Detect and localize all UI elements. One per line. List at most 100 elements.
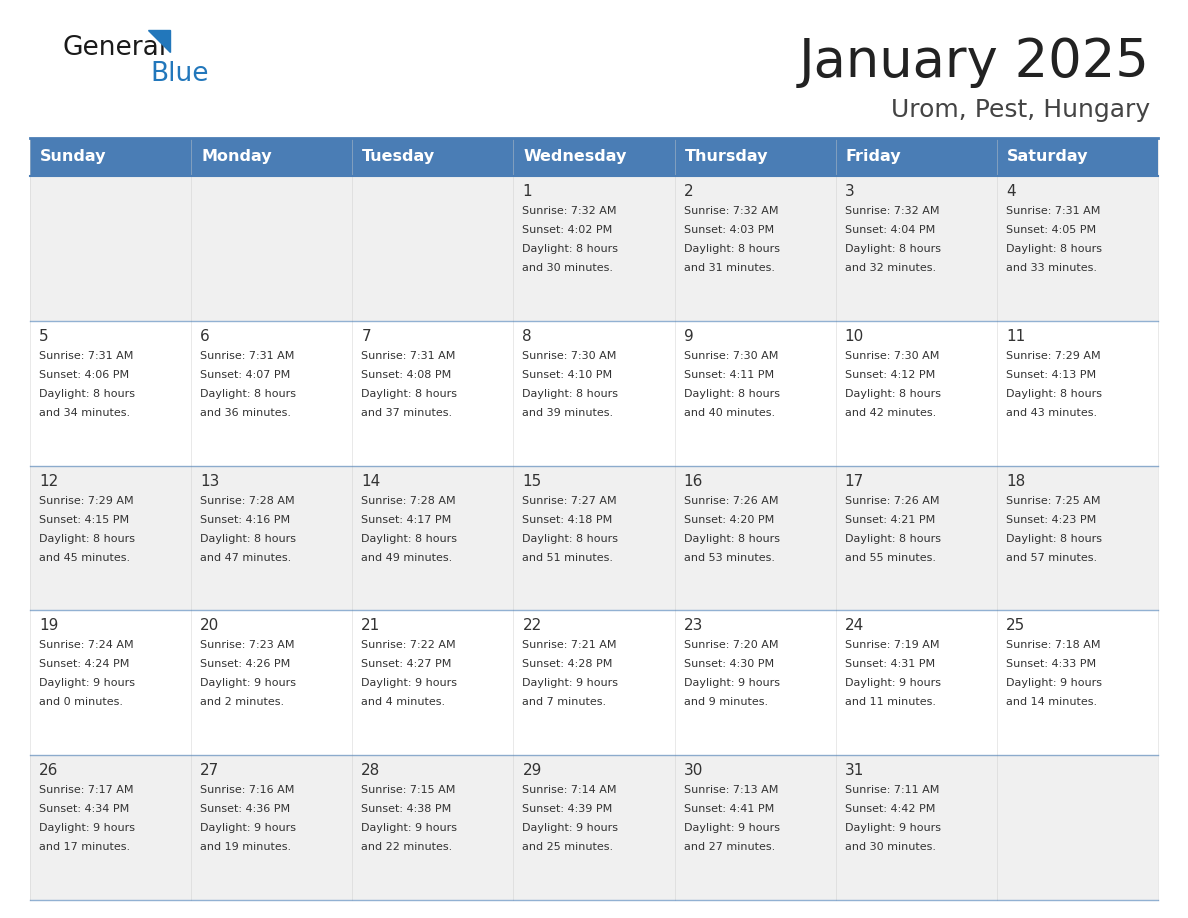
Text: Daylight: 9 hours: Daylight: 9 hours <box>845 678 941 688</box>
Text: Sunset: 4:36 PM: Sunset: 4:36 PM <box>200 804 290 814</box>
Text: Daylight: 8 hours: Daylight: 8 hours <box>1006 389 1101 398</box>
Text: Sunrise: 7:30 AM: Sunrise: 7:30 AM <box>845 351 939 361</box>
Text: Sunrise: 7:32 AM: Sunrise: 7:32 AM <box>523 206 617 216</box>
Text: Sunset: 4:23 PM: Sunset: 4:23 PM <box>1006 515 1097 524</box>
Text: Sunset: 4:24 PM: Sunset: 4:24 PM <box>39 659 129 669</box>
Text: and 33 minutes.: and 33 minutes. <box>1006 263 1097 273</box>
Text: Sunrise: 7:18 AM: Sunrise: 7:18 AM <box>1006 641 1100 650</box>
Bar <box>30 756 191 900</box>
Text: 17: 17 <box>845 474 864 488</box>
Text: 30: 30 <box>683 763 703 778</box>
Text: and 19 minutes.: and 19 minutes. <box>200 842 291 852</box>
Bar <box>835 320 997 465</box>
Text: Sunrise: 7:30 AM: Sunrise: 7:30 AM <box>523 351 617 361</box>
Text: Daylight: 9 hours: Daylight: 9 hours <box>683 823 779 834</box>
Text: General: General <box>62 35 166 61</box>
Text: 6: 6 <box>200 329 210 344</box>
Text: Sunrise: 7:20 AM: Sunrise: 7:20 AM <box>683 641 778 650</box>
Text: Daylight: 9 hours: Daylight: 9 hours <box>1006 678 1101 688</box>
Text: and 51 minutes.: and 51 minutes. <box>523 553 613 563</box>
Text: and 40 minutes.: and 40 minutes. <box>683 408 775 418</box>
Text: Daylight: 8 hours: Daylight: 8 hours <box>361 533 457 543</box>
Text: 29: 29 <box>523 763 542 778</box>
Text: Sunrise: 7:22 AM: Sunrise: 7:22 AM <box>361 641 456 650</box>
Text: and 45 minutes.: and 45 minutes. <box>39 553 131 563</box>
Text: Sunset: 4:03 PM: Sunset: 4:03 PM <box>683 225 773 235</box>
Text: Daylight: 9 hours: Daylight: 9 hours <box>361 823 457 834</box>
Text: 8: 8 <box>523 329 532 344</box>
Bar <box>191 138 353 176</box>
Text: Daylight: 8 hours: Daylight: 8 hours <box>1006 533 1101 543</box>
Text: and 27 minutes.: and 27 minutes. <box>683 842 775 852</box>
Text: 11: 11 <box>1006 329 1025 344</box>
Bar <box>835 610 997 756</box>
Text: Sunset: 4:28 PM: Sunset: 4:28 PM <box>523 659 613 669</box>
Text: Sunset: 4:39 PM: Sunset: 4:39 PM <box>523 804 613 814</box>
Text: Sunrise: 7:30 AM: Sunrise: 7:30 AM <box>683 351 778 361</box>
Text: Tuesday: Tuesday <box>362 150 436 164</box>
Text: Daylight: 8 hours: Daylight: 8 hours <box>523 389 619 398</box>
Text: Daylight: 8 hours: Daylight: 8 hours <box>1006 244 1101 254</box>
Text: Sunset: 4:06 PM: Sunset: 4:06 PM <box>39 370 129 380</box>
Bar <box>191 465 353 610</box>
Text: 20: 20 <box>200 619 220 633</box>
Bar <box>997 138 1158 176</box>
Bar <box>997 756 1158 900</box>
Text: Daylight: 9 hours: Daylight: 9 hours <box>683 678 779 688</box>
Text: Sunrise: 7:32 AM: Sunrise: 7:32 AM <box>683 206 778 216</box>
Text: Sunrise: 7:31 AM: Sunrise: 7:31 AM <box>1006 206 1100 216</box>
Text: 21: 21 <box>361 619 380 633</box>
Text: Sunrise: 7:11 AM: Sunrise: 7:11 AM <box>845 785 939 795</box>
Text: and 22 minutes.: and 22 minutes. <box>361 842 453 852</box>
Text: and 49 minutes.: and 49 minutes. <box>361 553 453 563</box>
Text: Daylight: 8 hours: Daylight: 8 hours <box>523 533 619 543</box>
Bar <box>997 320 1158 465</box>
Text: and 53 minutes.: and 53 minutes. <box>683 553 775 563</box>
Text: Sunset: 4:34 PM: Sunset: 4:34 PM <box>39 804 129 814</box>
Text: Sunrise: 7:27 AM: Sunrise: 7:27 AM <box>523 496 617 506</box>
Text: 26: 26 <box>39 763 58 778</box>
Text: and 0 minutes.: and 0 minutes. <box>39 698 124 708</box>
Text: Sunrise: 7:16 AM: Sunrise: 7:16 AM <box>200 785 295 795</box>
Text: Sunset: 4:02 PM: Sunset: 4:02 PM <box>523 225 613 235</box>
Bar <box>30 610 191 756</box>
Text: Sunrise: 7:29 AM: Sunrise: 7:29 AM <box>39 496 133 506</box>
Text: and 55 minutes.: and 55 minutes. <box>845 553 936 563</box>
Text: Daylight: 8 hours: Daylight: 8 hours <box>39 389 135 398</box>
Text: Daylight: 9 hours: Daylight: 9 hours <box>523 823 619 834</box>
Text: January 2025: January 2025 <box>800 36 1150 88</box>
Polygon shape <box>148 30 170 52</box>
Text: and 11 minutes.: and 11 minutes. <box>845 698 936 708</box>
Text: Daylight: 8 hours: Daylight: 8 hours <box>200 389 296 398</box>
Text: Sunrise: 7:19 AM: Sunrise: 7:19 AM <box>845 641 940 650</box>
Text: 18: 18 <box>1006 474 1025 488</box>
Text: Sunset: 4:27 PM: Sunset: 4:27 PM <box>361 659 451 669</box>
Text: Sunrise: 7:31 AM: Sunrise: 7:31 AM <box>39 351 133 361</box>
Bar <box>30 465 191 610</box>
Text: Sunset: 4:16 PM: Sunset: 4:16 PM <box>200 515 290 524</box>
Text: Sunrise: 7:24 AM: Sunrise: 7:24 AM <box>39 641 133 650</box>
Text: Daylight: 8 hours: Daylight: 8 hours <box>845 533 941 543</box>
Bar <box>675 176 835 320</box>
Text: Sunset: 4:41 PM: Sunset: 4:41 PM <box>683 804 773 814</box>
Text: Sunset: 4:33 PM: Sunset: 4:33 PM <box>1006 659 1097 669</box>
Text: Urom, Pest, Hungary: Urom, Pest, Hungary <box>891 98 1150 122</box>
Text: Sunrise: 7:25 AM: Sunrise: 7:25 AM <box>1006 496 1100 506</box>
Text: Sunset: 4:07 PM: Sunset: 4:07 PM <box>200 370 290 380</box>
Bar <box>353 756 513 900</box>
Text: Sunrise: 7:32 AM: Sunrise: 7:32 AM <box>845 206 940 216</box>
Text: 4: 4 <box>1006 184 1016 199</box>
Text: Sunset: 4:30 PM: Sunset: 4:30 PM <box>683 659 773 669</box>
Text: Daylight: 9 hours: Daylight: 9 hours <box>523 678 619 688</box>
Bar <box>835 756 997 900</box>
Text: Sunset: 4:31 PM: Sunset: 4:31 PM <box>845 659 935 669</box>
Text: 13: 13 <box>200 474 220 488</box>
Text: 15: 15 <box>523 474 542 488</box>
Text: Sunrise: 7:14 AM: Sunrise: 7:14 AM <box>523 785 617 795</box>
Bar <box>191 320 353 465</box>
Text: and 7 minutes.: and 7 minutes. <box>523 698 607 708</box>
Text: Daylight: 8 hours: Daylight: 8 hours <box>39 533 135 543</box>
Bar <box>30 138 191 176</box>
Text: 16: 16 <box>683 474 703 488</box>
Text: Sunset: 4:18 PM: Sunset: 4:18 PM <box>523 515 613 524</box>
